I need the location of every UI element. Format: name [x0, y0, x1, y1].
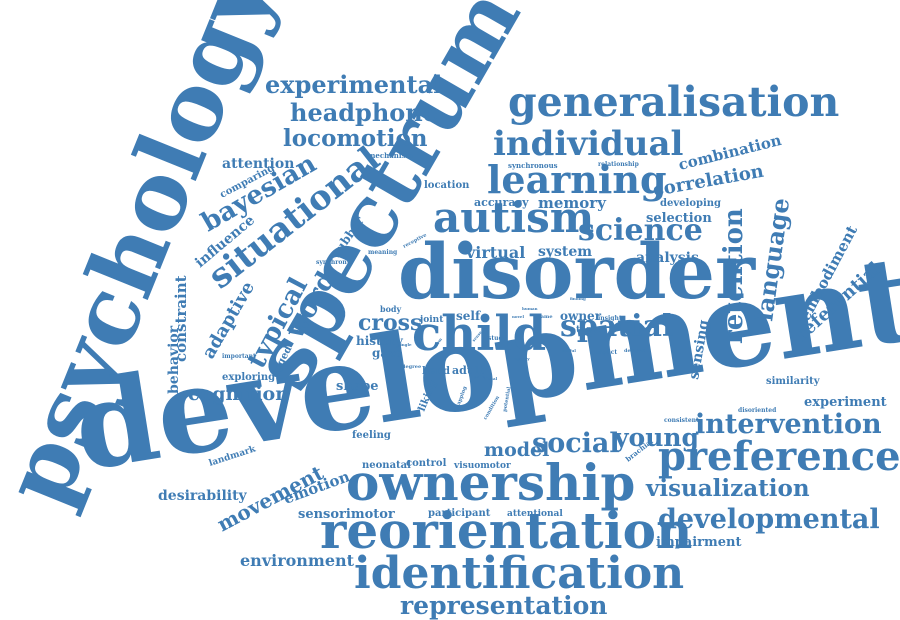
word-developing: developing	[660, 198, 721, 209]
word-accuracy: accuracy	[474, 196, 529, 209]
word-synchrony: synchrony	[316, 259, 351, 266]
word-study: study	[488, 335, 507, 342]
word-environment: environment	[240, 551, 355, 570]
word-neonatal: neonatal	[362, 460, 411, 471]
word-visuomotor: visuomotor	[453, 461, 511, 471]
word-headphone: headphone	[290, 98, 438, 127]
word-memory: memory	[538, 194, 607, 212]
word-analysis: analysis	[636, 250, 699, 266]
word-disorder: disorder	[398, 227, 756, 316]
word-autism: autism	[433, 193, 594, 242]
word-finding: finding	[570, 296, 586, 301]
word-preference: preference	[658, 433, 900, 480]
word-impairment: impairment	[656, 535, 741, 550]
word-pairs: pairs	[474, 374, 486, 379]
word-form: form	[433, 336, 444, 348]
word-visualization: visualization	[645, 475, 810, 502]
word-system: system	[538, 244, 592, 260]
word-important: important	[222, 353, 256, 360]
word-behavior: behavior	[166, 325, 182, 394]
word-location: location	[424, 180, 470, 191]
word-participant: participant	[428, 508, 491, 519]
word-hand: hand	[422, 366, 450, 377]
word-agency: agency	[514, 356, 530, 361]
word-human: human	[522, 306, 538, 311]
word-ownership: ownership	[346, 453, 635, 512]
word-representation: representation	[400, 591, 607, 620]
word-experimental: experimental	[265, 70, 442, 99]
word-delayed: delayed	[624, 348, 646, 354]
word-mechanism: mechanism	[368, 151, 413, 160]
word-attention: attention	[222, 156, 294, 172]
word-frame: frame	[536, 314, 553, 320]
word-attentional: attentional	[507, 509, 563, 519]
word-gaze: gaze	[372, 346, 403, 360]
word-reorientation: reorientation	[320, 501, 692, 560]
word-science: science	[578, 213, 703, 248]
word-useful: useful	[562, 348, 576, 353]
word-model: model	[484, 439, 549, 461]
word-generalisation: generalisation	[508, 78, 839, 126]
word-virtual: virtual	[465, 243, 525, 262]
word-owner: owner	[560, 309, 602, 323]
word-locomotion: locomotion	[283, 125, 428, 152]
word-disoriented: disoriented	[738, 407, 777, 414]
word-joint: joint	[419, 315, 444, 325]
word-body: body	[380, 304, 402, 314]
word-intervention: intervention	[695, 409, 882, 440]
word-control: control	[406, 458, 447, 469]
word-child: child	[412, 306, 546, 362]
word-developmental: developmental	[658, 504, 880, 535]
word-task: task	[576, 325, 598, 335]
word-impact: impact	[594, 349, 617, 356]
word-consistent: consistent	[664, 417, 699, 424]
word-insight: insight	[598, 315, 622, 322]
word-synchronous: synchronous	[508, 161, 558, 170]
word-individual: individual	[493, 124, 684, 164]
word-desirability: desirability	[158, 488, 248, 504]
word-similarity: similarity	[766, 376, 821, 387]
word-feeling: feeling	[352, 430, 391, 441]
word-degree: degree	[402, 364, 421, 370]
word-meaning: meaning	[368, 249, 398, 256]
word-exploring: exploring	[222, 372, 275, 383]
word-sensorimotor: sensorimotor	[298, 507, 395, 522]
word-relationship: relationship	[598, 161, 639, 168]
word-constraint: constraint	[172, 275, 190, 362]
word-history: history	[356, 334, 404, 348]
word-experiment: experiment	[804, 395, 887, 410]
word-single: single	[398, 342, 412, 347]
word-young: young	[613, 423, 699, 452]
word-spatial: spatial	[560, 309, 673, 344]
word-social: social	[532, 428, 620, 459]
word-retention: retention	[719, 208, 749, 344]
word-self: self	[456, 309, 481, 323]
word-adult: adult	[452, 364, 485, 377]
word-visual: visual	[483, 376, 498, 381]
word-selection: selection	[646, 211, 712, 226]
word-potential: potential	[502, 386, 512, 412]
word-cognition: cognition	[188, 383, 289, 405]
word-novel: novel	[512, 314, 524, 319]
word-identification: identification	[354, 548, 684, 599]
word-shape: shape	[336, 379, 379, 394]
word-learning: learning	[487, 157, 667, 202]
word-cross: cross	[358, 310, 422, 336]
